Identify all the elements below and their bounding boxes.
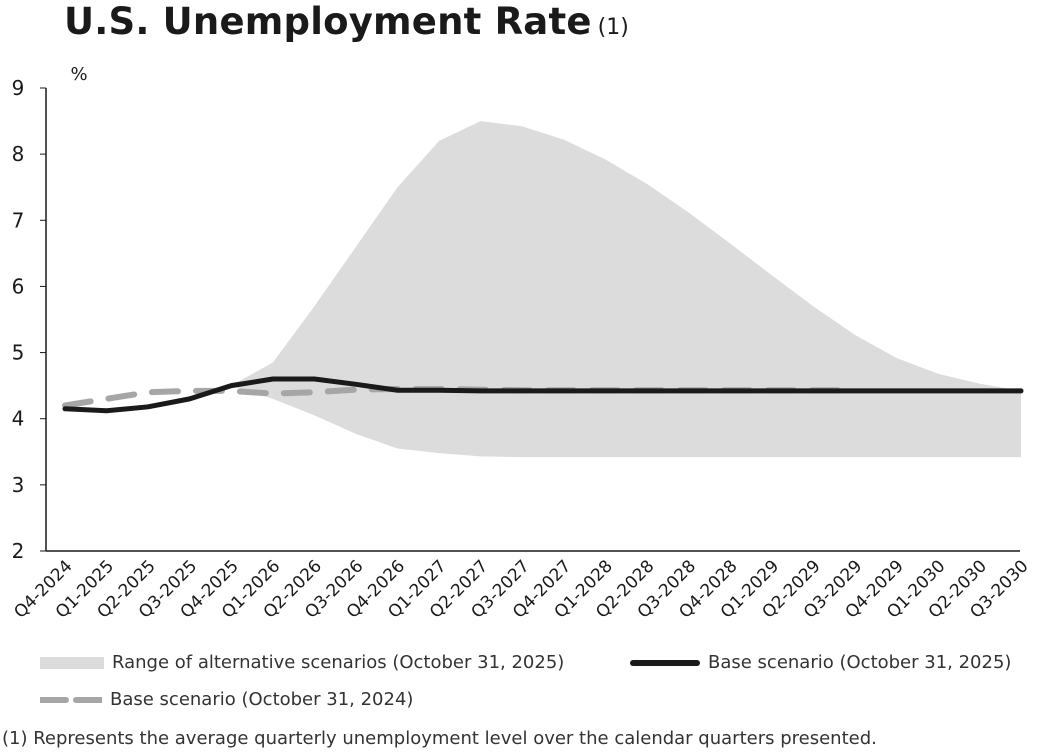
legend-item-base-2024: Base scenario (October 31, 2024) xyxy=(37,689,414,710)
y-tick-label: 4 xyxy=(12,407,25,431)
y-tick-label: 7 xyxy=(12,208,25,232)
y-axis-label: % xyxy=(70,64,87,85)
unemployment-chart: 23456789%Q4-2024Q1-2025Q2-2025Q3-2025Q4-… xyxy=(10,64,1032,623)
legend-item-range: Range of alternative scenarios (October … xyxy=(40,652,564,673)
legend-swatch-range xyxy=(40,657,104,669)
y-tick-label: 5 xyxy=(12,341,25,365)
legend-label-range: Range of alternative scenarios (October … xyxy=(112,652,565,673)
y-tick-label: 9 xyxy=(12,76,25,100)
legend-swatch-base-2024 xyxy=(37,697,105,703)
range-band xyxy=(231,121,1021,458)
chart-title: U.S. Unemployment Rate (1) xyxy=(64,0,629,43)
legend-label-base-2024: Base scenario (October 31, 2024) xyxy=(110,689,414,710)
y-tick-label: 2 xyxy=(12,539,25,563)
legend-swatch-base-2025 xyxy=(630,660,700,666)
y-tick-label: 6 xyxy=(12,274,25,298)
legend-label-base-2025: Base scenario (October 31, 2025) xyxy=(708,652,1012,673)
legend-item-base-2025: Base scenario (October 31, 2025) xyxy=(630,652,1011,673)
chart-title-footnote-ref: (1) xyxy=(597,15,629,40)
y-tick-label: 3 xyxy=(12,473,25,497)
series-line-base-2025 xyxy=(62,376,1024,414)
chart-title-text: U.S. Unemployment Rate xyxy=(64,0,592,43)
footnote: (1) Represents the average quarterly une… xyxy=(2,728,877,749)
y-tick-label: 8 xyxy=(12,142,25,166)
